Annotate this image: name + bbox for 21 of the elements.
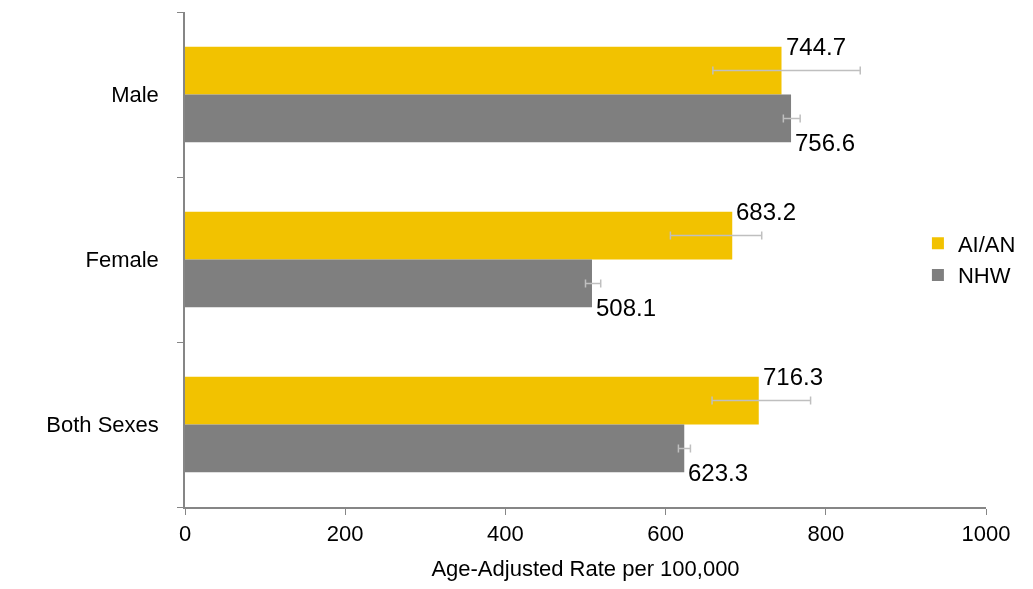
x-tick-label: 400: [487, 521, 524, 547]
x-tick-label: 0: [178, 521, 192, 547]
data-label: 623.3: [688, 459, 749, 486]
bar: [185, 211, 733, 260]
data-label: 716.3: [763, 363, 824, 390]
bar: [185, 376, 759, 425]
data-label: 756.6: [795, 129, 856, 156]
y-tick-label: Male: [111, 82, 159, 108]
y-tick-label: Both Sexes: [46, 412, 159, 438]
x-tick-label: 200: [326, 521, 364, 547]
bar: [185, 46, 782, 95]
x-axis-title: Age-Adjusted Rate per 100,000: [431, 555, 740, 581]
data-label: 683.2: [736, 198, 797, 225]
legend-label: AI/AN: [957, 231, 1016, 257]
x-tick-label: 600: [647, 521, 684, 547]
y-tick-label: Female: [85, 247, 159, 273]
data-label: 744.7: [786, 33, 847, 60]
x-tick-label: 1000: [961, 521, 1011, 547]
legend-label: NHW: [957, 263, 1011, 289]
x-tick-label: 800: [807, 521, 845, 547]
data-label: 508.1: [596, 294, 657, 321]
